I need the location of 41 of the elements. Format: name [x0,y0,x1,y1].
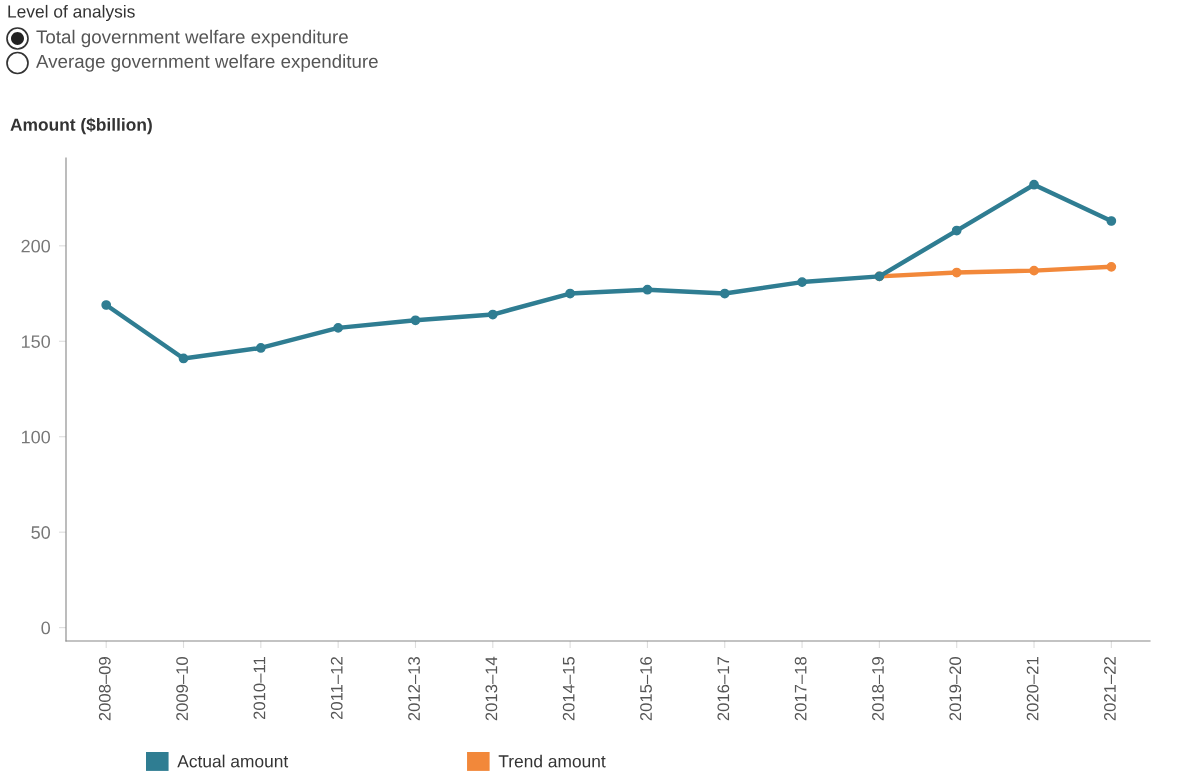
x-tick-label: 2019–20 [949,656,962,721]
y-tick-label: 150 [21,335,51,348]
point [1029,265,1039,276]
point [719,288,730,299]
x-tick-label: 2017–18 [794,657,807,721]
x-tick-label: 2013–14 [485,656,498,721]
point [951,225,962,236]
legend-label: Actual amount [177,754,289,768]
point [487,309,498,320]
y-tick-label: 50 [31,526,51,539]
y-tick-label: 200 [21,239,51,253]
point [333,323,344,333]
x-tick-label: 2009–10 [176,656,188,721]
point [951,267,962,278]
point [642,284,653,295]
text: Average government welfare expenditure [36,54,378,72]
y-axis-title: Amount ($billion) [10,117,152,135]
point [255,343,266,353]
x-tick-label: 2016–17 [717,657,730,721]
x-tick-label: 2015–16 [640,657,652,721]
x-tick-label: 2010–11 [253,657,266,720]
point [565,288,575,299]
x-tick-label: 2008–09 [98,657,111,721]
x-tick-label: 2012–13 [408,657,420,721]
point [1029,179,1039,190]
y-tick-label: 100 [21,430,51,444]
point [1106,216,1117,226]
point [101,300,112,310]
y-tick-label: 0 [41,621,51,635]
point [178,353,189,364]
x-tick-label: 2011–12 [330,657,343,720]
point [410,315,421,326]
point [797,277,807,287]
x-tick-label: 2021–22 [1104,657,1116,721]
x-tick-label: 2018–19 [872,657,884,721]
point [1106,261,1117,272]
text: Total government welfare expenditure [36,29,348,48]
x-tick-label: 2020–21 [1026,657,1039,721]
legend-label: Trend amount [498,754,606,768]
text: Level of analysis [8,4,135,22]
x-tick-label: 2014–15 [562,656,575,721]
